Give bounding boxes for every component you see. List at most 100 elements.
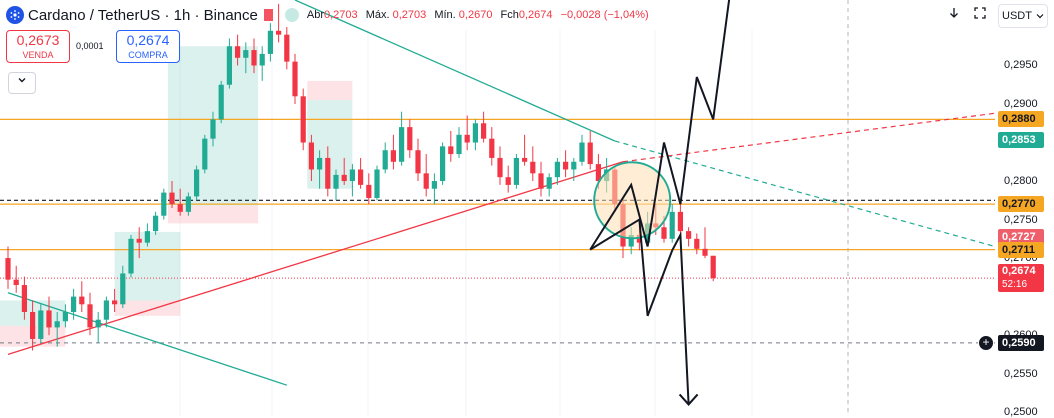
sell-button[interactable]: 0,2673 VENDA — [6, 30, 70, 63]
price-label: 0,2880 — [998, 111, 1044, 128]
candle-body — [374, 169, 380, 198]
candle-body — [489, 138, 495, 158]
candle-body — [325, 157, 331, 189]
candle-body — [251, 50, 257, 66]
candle-body — [579, 142, 585, 162]
candle-body — [661, 227, 667, 239]
ascending-trendline-extension — [622, 112, 996, 163]
ascending-trendline — [7, 161, 624, 355]
descending-trendline-extension — [614, 140, 996, 248]
arrow-down-icon — [950, 8, 958, 18]
buy-price: 0,2674 — [126, 32, 170, 48]
ohlc-readout: Abr0,2703 Máx. 0,2703 Mín. 0,2670 Fch0,2… — [307, 9, 654, 21]
price-label-text: 0,2880 — [1002, 113, 1036, 126]
candle-body — [456, 134, 462, 155]
bar-countdown: 52:16 — [1002, 279, 1028, 291]
price-label-text: 0,2590 — [1002, 336, 1036, 349]
spread-value: 0,0001 — [76, 41, 104, 51]
candle-body — [522, 157, 528, 162]
candle-body — [513, 157, 519, 185]
candle-body — [464, 134, 470, 143]
candle-body — [423, 173, 429, 189]
close-value: 0,2674 — [518, 9, 553, 21]
candle-body — [194, 169, 200, 197]
price-label-text: 0,2674 — [1002, 265, 1036, 278]
candle-body — [505, 177, 511, 185]
candle-body — [538, 173, 544, 189]
candle-body — [636, 234, 642, 243]
cardano-logo-icon — [6, 6, 24, 24]
candle-body — [399, 127, 405, 162]
candle-body — [202, 138, 208, 170]
candle-body — [694, 238, 700, 249]
candle-body — [358, 169, 364, 185]
candle-body — [308, 142, 314, 170]
sell-label: VENDA — [22, 50, 54, 60]
candle-body — [587, 142, 593, 165]
fullscreen-button[interactable] — [970, 4, 990, 26]
candle-body — [38, 310, 44, 339]
down-arrowhead — [678, 393, 699, 406]
y-tick-label: 0,2950 — [1004, 59, 1038, 72]
candle-body — [317, 157, 323, 170]
candle-body — [62, 312, 68, 322]
download-button[interactable] — [944, 4, 964, 26]
candle-body — [210, 119, 216, 139]
bullish-projection-path — [589, 0, 731, 251]
descending-trendline — [294, 0, 616, 142]
low-label: Mín. — [434, 9, 456, 21]
candle-body — [161, 192, 167, 216]
candle-body — [546, 177, 552, 189]
candle-body — [481, 123, 487, 139]
chart-header: Cardano / TetherUS · 1h · Binance Abr0,2… — [0, 0, 654, 30]
candle-body — [21, 285, 27, 312]
candle-body — [669, 211, 675, 239]
candle-body — [415, 150, 421, 174]
candle-body — [300, 96, 306, 143]
descending-trendline — [7, 292, 288, 386]
candle-body — [571, 161, 577, 170]
low-value: 0,2670 — [458, 9, 493, 21]
candle-body — [169, 192, 175, 205]
candle-body — [103, 300, 109, 320]
price-label-text: 0,2727 — [1002, 231, 1036, 244]
currency-label: USDT — [1002, 10, 1032, 22]
candle-body — [595, 164, 601, 182]
buy-button[interactable]: 0,2674 COMPRA — [116, 30, 180, 63]
candle-body — [235, 46, 241, 58]
open-label: Abr — [306, 9, 324, 21]
visibility-dot-icon[interactable] — [284, 8, 299, 22]
candle-body — [382, 150, 388, 170]
candle-body — [243, 50, 249, 58]
candle-body — [284, 34, 290, 62]
candle-body — [46, 310, 52, 328]
candle-body — [71, 296, 77, 312]
currency-selector[interactable]: USDT — [998, 4, 1048, 28]
candle-body — [5, 258, 11, 280]
y-tick-label: 0,2900 — [1004, 98, 1038, 110]
candle-body — [677, 211, 683, 232]
candle-body — [554, 161, 560, 178]
candle-body — [259, 53, 265, 66]
candle-body — [87, 304, 93, 328]
symbol-title[interactable]: Cardano / TetherUS · 1h · Binance — [28, 6, 258, 24]
stop-zone — [114, 300, 181, 316]
add-alert-plus-icon[interactable]: + — [978, 334, 994, 351]
sell-price: 0,2673 — [16, 32, 60, 48]
candle-body — [407, 127, 413, 151]
candle-body — [448, 146, 454, 155]
collapse-button[interactable] — [8, 72, 36, 94]
candle-body — [185, 196, 191, 212]
candle-body — [563, 161, 569, 170]
candle-body — [144, 231, 150, 243]
price-label: 0,2674 52:16 — [998, 264, 1044, 293]
price-label-text: 0,2853 — [1002, 134, 1036, 147]
candle-body — [497, 157, 503, 178]
candle-body — [226, 46, 232, 85]
candle-body — [333, 174, 339, 189]
candle-body — [54, 321, 60, 328]
price-label: 0,2590 — [998, 334, 1044, 351]
open-value: 0,2703 — [323, 9, 358, 21]
change-value: −0,0028 (−1,04%) — [560, 9, 649, 21]
